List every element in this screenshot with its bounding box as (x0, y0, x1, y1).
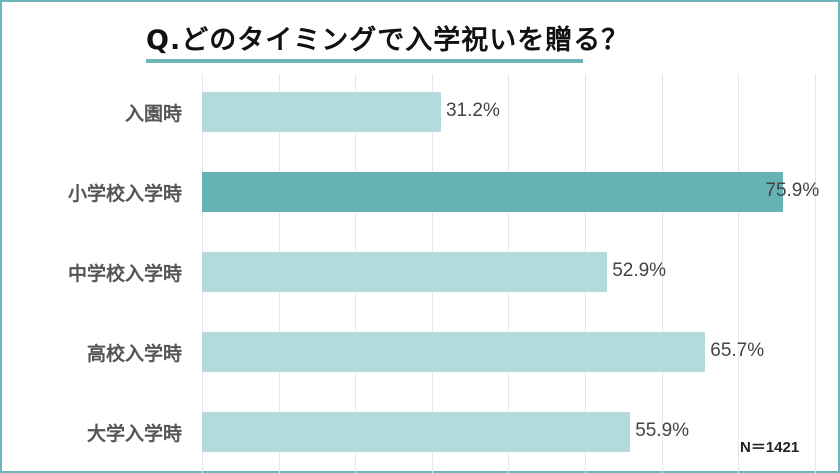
sample-size-note: N＝1421 (740, 439, 800, 456)
category-label: 入園時 (124, 103, 182, 125)
bar (202, 412, 631, 452)
bar (202, 252, 608, 292)
value-label: 31.2% (445, 100, 500, 121)
gridline (814, 74, 816, 473)
value-label: 65.7% (710, 340, 765, 361)
category-label: 大学入学時 (86, 423, 182, 445)
gridline (661, 74, 663, 473)
bar (202, 332, 706, 372)
bar (202, 172, 784, 212)
gridline (738, 74, 740, 473)
category-label: 小学校入学時 (67, 183, 182, 205)
value-label: 55.9% (635, 420, 690, 441)
bar (202, 92, 441, 132)
title-underline (146, 59, 583, 63)
category-label: 中学校入学時 (67, 263, 182, 285)
value-label: 75.9% (765, 180, 820, 201)
category-label: 高校入学時 (86, 343, 182, 365)
value-label: 52.9% (612, 260, 667, 281)
chart-title: Q.どのタイミングで入学祝いを贈る？ (146, 25, 630, 56)
